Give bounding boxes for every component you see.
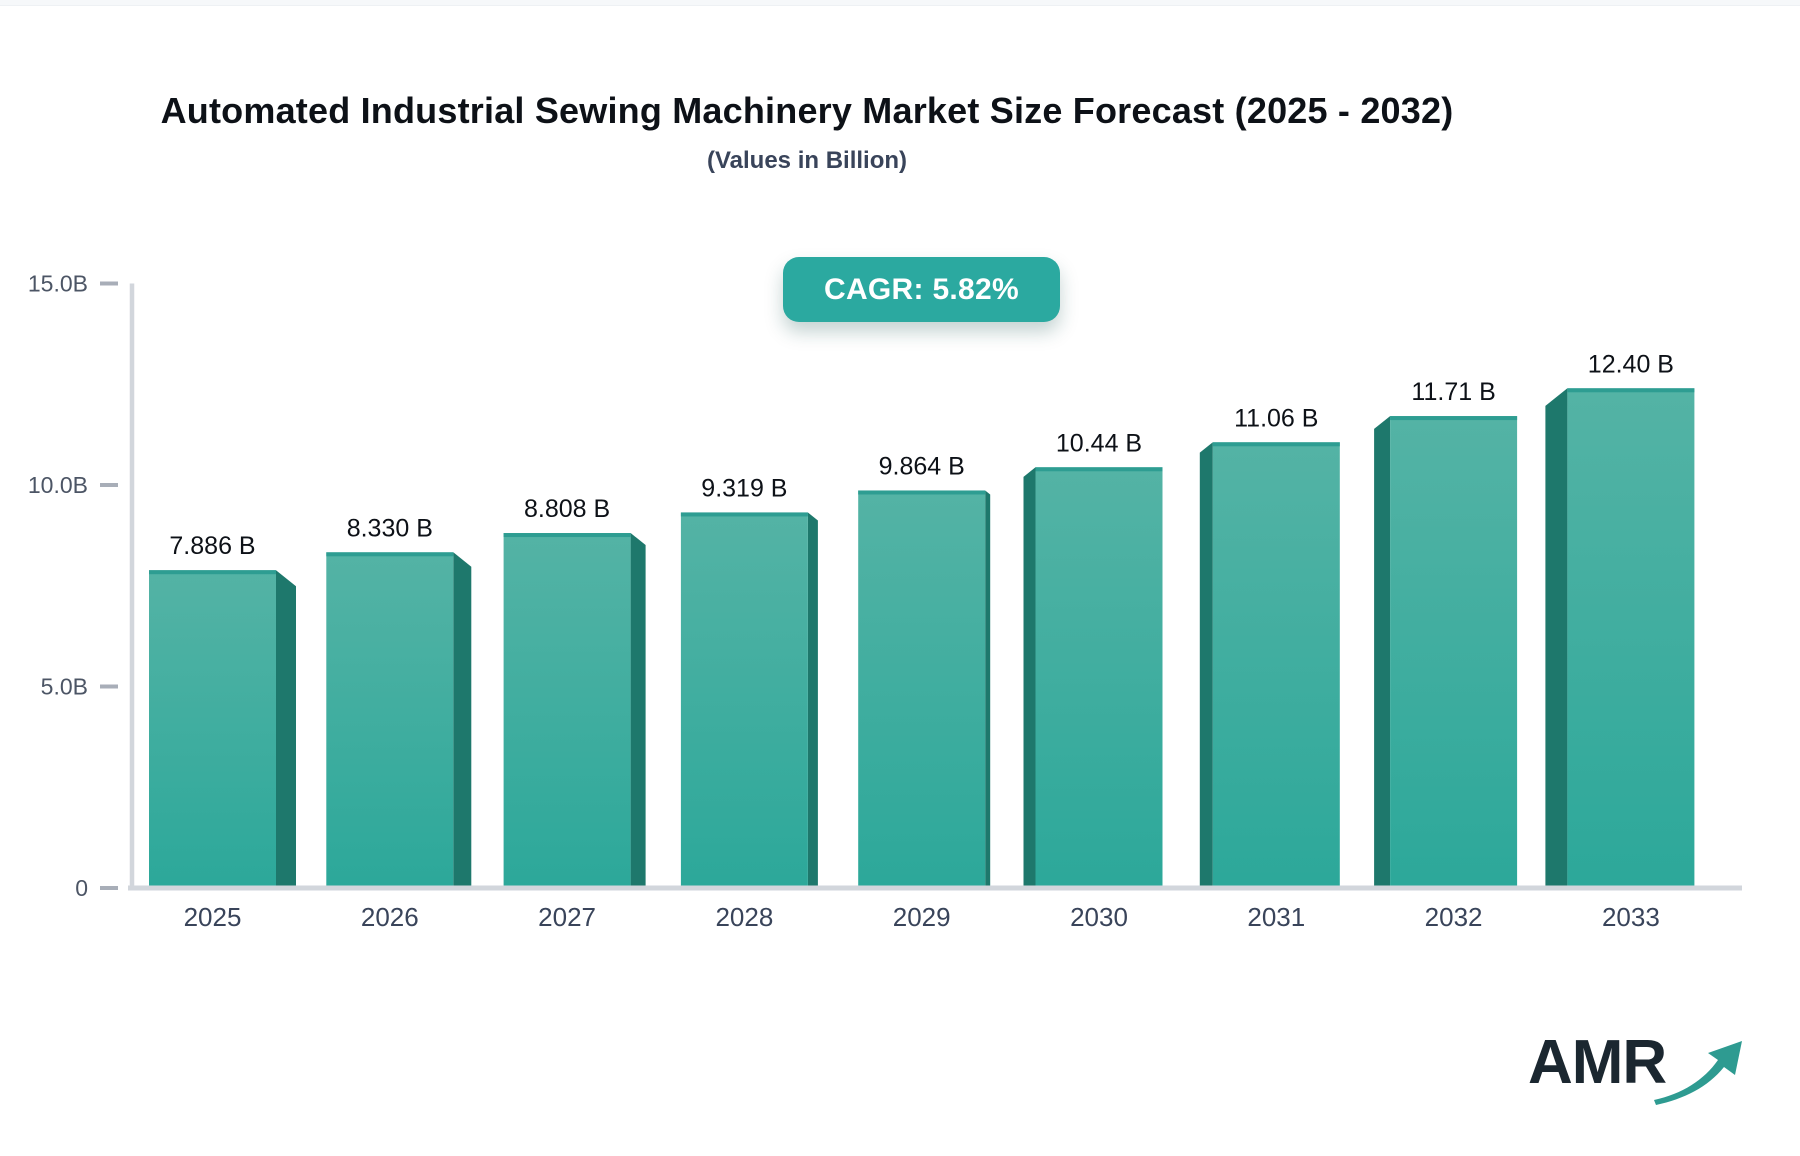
bar-front-face bbox=[503, 533, 631, 888]
bar-front-face bbox=[149, 570, 276, 888]
bar-side-face bbox=[807, 512, 818, 888]
x-axis-label: 2026 bbox=[361, 902, 419, 932]
bar-top-edge bbox=[503, 533, 631, 538]
bar-side-face bbox=[630, 533, 646, 888]
bar-2032: 11.71 B 2032 bbox=[1374, 378, 1518, 932]
bar-value-label: 10.44 B bbox=[1056, 429, 1142, 457]
bar-value-label: 11.06 B bbox=[1234, 404, 1318, 432]
bar-value-label: 8.330 B bbox=[347, 514, 433, 542]
bar-front-face bbox=[680, 512, 808, 888]
x-axis-label: 2032 bbox=[1425, 902, 1483, 932]
y-axis-label: 5.0B bbox=[41, 674, 88, 700]
x-axis-label: 2028 bbox=[715, 902, 773, 932]
bar-2033: 12.40 B 2033 bbox=[1545, 350, 1695, 932]
bar-side-face bbox=[1199, 442, 1213, 888]
bar-front-face bbox=[1212, 442, 1340, 888]
bar-front-face bbox=[1567, 388, 1695, 888]
cagr-badge-label: CAGR: 5.82% bbox=[823, 272, 1020, 306]
x-axis-label: 2025 bbox=[184, 902, 242, 932]
bar-side-face bbox=[1023, 467, 1036, 888]
bar-value-label: 9.864 B bbox=[879, 452, 965, 480]
chart-header: Automated Industrial Sewing Machinery Ma… bbox=[0, 90, 1614, 175]
bar-side-face bbox=[985, 490, 991, 888]
bar-value-label: 8.808 B bbox=[524, 495, 610, 523]
bar-value-label: 11.71 B bbox=[1411, 378, 1495, 406]
bar-front-face bbox=[326, 552, 454, 888]
bar-value-label: 12.40 B bbox=[1588, 350, 1674, 378]
bar-front-face bbox=[1035, 467, 1163, 888]
amr-logo: AMR bbox=[1528, 1032, 1748, 1122]
bar-side-face bbox=[276, 570, 296, 888]
bar-top-edge bbox=[149, 570, 276, 575]
bar-top-edge bbox=[858, 490, 986, 495]
bar-front-face bbox=[858, 490, 986, 888]
bar-top-edge bbox=[680, 512, 808, 517]
bar-value-label: 7.886 B bbox=[169, 532, 255, 560]
x-axis-label: 2027 bbox=[538, 902, 596, 932]
bar-side-face bbox=[1545, 388, 1568, 888]
bar-top-edge bbox=[1035, 467, 1163, 472]
y-axis-label: 15.0B bbox=[28, 271, 88, 297]
bar-2030: 10.44 B 2030 bbox=[1023, 429, 1163, 932]
bar-top-edge bbox=[1567, 388, 1695, 393]
y-axis-label: 10.0B bbox=[28, 472, 88, 498]
chart-subtitle: (Values in Billion) bbox=[706, 147, 908, 174]
chart-title: Automated Industrial Sewing Machinery Ma… bbox=[160, 90, 1454, 131]
bar-2029: 9.864 B 2029 bbox=[858, 452, 991, 932]
y-axis-label: 0 bbox=[75, 875, 88, 901]
amr-logo-text: AMR bbox=[1528, 1028, 1667, 1097]
bar-top-edge bbox=[326, 552, 454, 557]
bar-top-edge bbox=[1390, 416, 1518, 421]
bar-side-face bbox=[1374, 416, 1391, 888]
bar-2031: 11.06 B 2031 bbox=[1199, 404, 1340, 932]
bar-side-face bbox=[453, 552, 472, 888]
cagr-badge: CAGR: 5.82% bbox=[783, 257, 1060, 322]
x-axis-label: 2031 bbox=[1247, 902, 1305, 932]
x-axis-label: 2029 bbox=[893, 902, 951, 932]
bar-value-label: 9.319 B bbox=[701, 474, 787, 502]
page-top-strip bbox=[0, 0, 1800, 6]
bar-2025: 7.886 B 2025 bbox=[149, 532, 296, 932]
bar-2026: 8.330 B 2026 bbox=[326, 514, 472, 932]
bar-2027: 8.808 B 2027 bbox=[503, 495, 646, 932]
bar-2028: 9.319 B 2028 bbox=[680, 474, 818, 932]
bar-front-face bbox=[1390, 416, 1518, 888]
x-axis-label: 2033 bbox=[1602, 902, 1660, 932]
x-axis-label: 2030 bbox=[1070, 902, 1128, 932]
growth-arrow-icon bbox=[1654, 1041, 1743, 1105]
bar-top-edge bbox=[1212, 442, 1340, 447]
